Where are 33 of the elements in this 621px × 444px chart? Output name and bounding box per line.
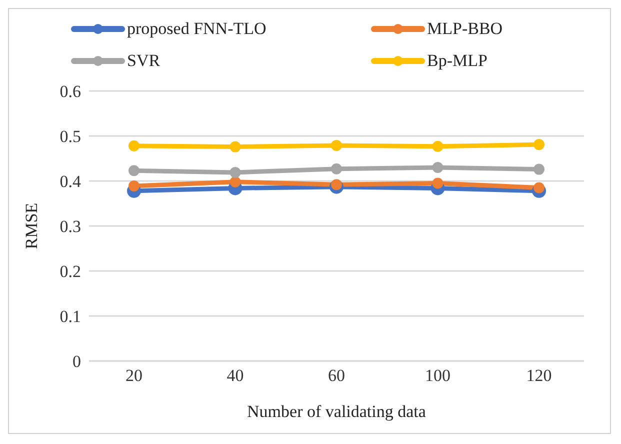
y-tick-label: 0.4 xyxy=(60,172,82,192)
legend-label: SVR xyxy=(127,51,160,71)
point xyxy=(128,140,140,152)
point xyxy=(230,141,241,152)
legend-label: Bp-MLP xyxy=(427,51,488,71)
point xyxy=(534,139,544,150)
point xyxy=(230,166,241,178)
x-tick-label: 100 xyxy=(425,366,450,386)
y-tick-label: 0.3 xyxy=(60,217,81,236)
point xyxy=(331,140,342,151)
y-tick-label: 0 xyxy=(72,352,81,372)
point xyxy=(432,162,444,173)
x-axis-title: Number of validating data xyxy=(247,402,426,421)
y-axis-title: RMSE xyxy=(22,202,42,250)
point xyxy=(128,180,140,192)
point xyxy=(230,176,241,188)
y-tick-label: 0.1 xyxy=(60,307,81,326)
x-tick-label: 60 xyxy=(328,366,345,386)
x-tick-label: 120 xyxy=(526,366,552,386)
legend-label: proposed FNN-TLO xyxy=(127,19,266,39)
point xyxy=(331,179,342,190)
legend-label: MLP-BBO xyxy=(427,19,503,39)
point xyxy=(534,164,544,175)
y-tick-label: 0.5 xyxy=(60,127,81,146)
point xyxy=(534,182,544,194)
point xyxy=(331,163,342,174)
y-tick-label: 0.2 xyxy=(60,262,81,282)
point xyxy=(432,178,444,189)
y-tick-label: 0.6 xyxy=(60,82,81,102)
x-tick-label: 40 xyxy=(226,366,244,386)
point xyxy=(432,140,444,152)
x-tick-label: 20 xyxy=(126,366,142,386)
point xyxy=(128,165,140,176)
